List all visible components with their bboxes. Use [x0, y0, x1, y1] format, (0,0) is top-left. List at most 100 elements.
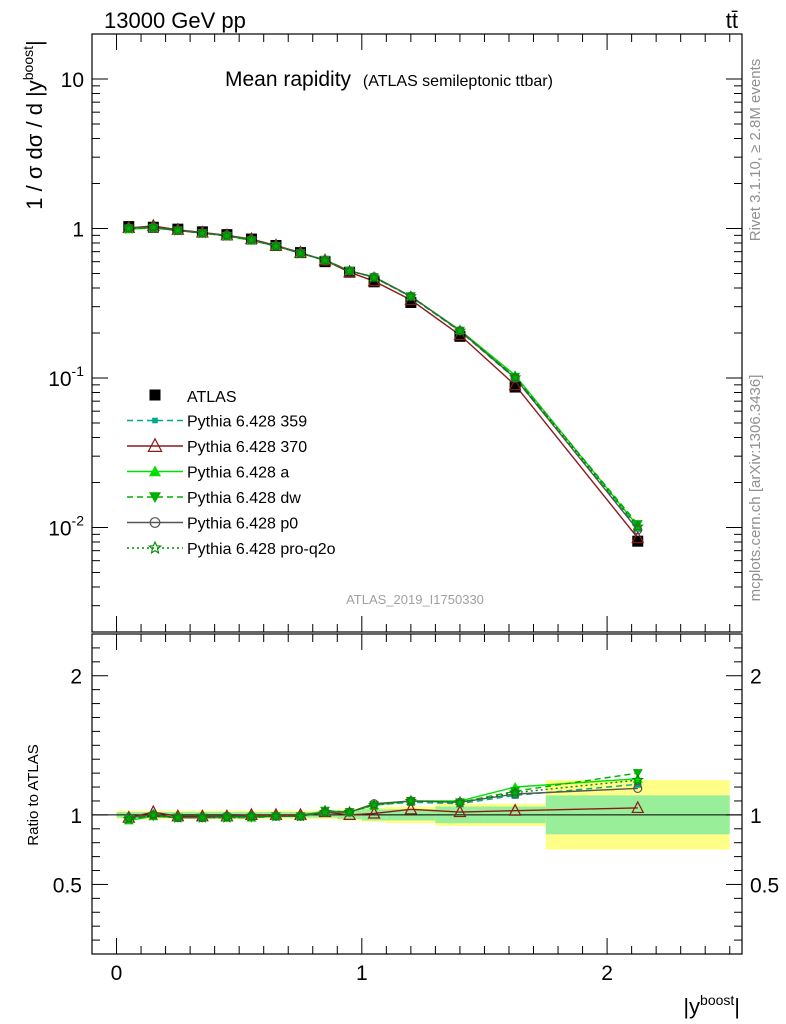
- ratio-y-tick-label: 2: [70, 666, 82, 689]
- marker-triangle-open: [508, 377, 522, 391]
- main-line-pythia-6-428-359: [128, 227, 639, 529]
- marker-triangle-down: [632, 769, 643, 779]
- y-tick-label: 10-1: [48, 363, 84, 391]
- ratio-y-tick-label: 0.5: [53, 874, 82, 897]
- legend-label: Pythia 6.428 359: [187, 414, 307, 431]
- marker-star-open: [509, 370, 522, 383]
- legend-label: Pythia 6.428 dw: [187, 490, 301, 507]
- marker-star-open: [509, 786, 522, 798]
- marker-star-open: [147, 540, 163, 555]
- marker-triangle-down: [320, 255, 331, 265]
- marker-data: [405, 296, 417, 308]
- marker-star-open: [453, 795, 467, 808]
- marker-triangle-open: [631, 800, 645, 814]
- main-line-pythia-6-428-p0: [128, 226, 639, 531]
- marker-star-open: [404, 289, 417, 302]
- marker-star-open: [269, 809, 283, 822]
- legend-label: Pythia 6.428 p0: [187, 516, 298, 533]
- marker-star-open: [269, 239, 283, 252]
- ratio-y-axis-label: Ratio to ATLAS: [25, 744, 42, 845]
- marker-triangle-open: [147, 437, 163, 452]
- marker-star-open: [147, 220, 160, 233]
- marker-star-open: [367, 270, 381, 283]
- marker-star-open: [220, 229, 234, 242]
- marker-square: [152, 417, 158, 424]
- marker-star-open: [367, 798, 381, 811]
- ratio-y-tick-label: 1: [70, 805, 82, 828]
- marker-star-open: [196, 811, 209, 823]
- main-line-pythia-6-428-pro-q2o: [128, 226, 639, 528]
- marker-star-open: [245, 233, 258, 245]
- marker-triangle-open: [508, 803, 522, 816]
- marker-circle-open: [510, 789, 520, 799]
- legend-label: Pythia 6.428 a: [187, 465, 289, 482]
- y-tick-label: 1: [72, 219, 84, 242]
- marker-triangle: [149, 465, 161, 477]
- marker-triangle-open: [631, 530, 645, 544]
- x-tick-label: 1: [356, 962, 368, 985]
- marker-data: [149, 389, 161, 401]
- marker-star-open: [318, 253, 332, 266]
- marker-star-open: [453, 324, 467, 336]
- legend-label: Pythia 6.428 pro-q2o: [187, 541, 336, 558]
- main-series: [122, 218, 645, 547]
- x-axis-label: |yboost|: [683, 992, 740, 1019]
- marker-triangle-down: [149, 492, 161, 503]
- ratio-series: [122, 769, 645, 825]
- legend: ATLAS Pythia 6.428 359 Pythia 6.428 370 Pyt…: [127, 389, 336, 558]
- marker-star-open: [294, 809, 307, 822]
- marker-star-open: [171, 811, 184, 823]
- ratio-line-pythia-6-428-pro-q2o: [128, 779, 638, 820]
- marker-triangle-open: [367, 806, 381, 819]
- marker-triangle-down: [510, 787, 521, 797]
- legend-label: ATLAS: [187, 389, 237, 406]
- marker-circle-open: [149, 517, 161, 528]
- marker-star-open: [220, 811, 234, 823]
- marker-star-open: [171, 224, 184, 236]
- y-axis-label: 1 / σ dσ / d |yboost|: [20, 40, 47, 209]
- marker-star-open: [318, 805, 332, 818]
- marker-star-open: [122, 222, 135, 234]
- ratio-y-tick-label-right: 2: [750, 666, 762, 689]
- y-tick-label-exp: -1: [72, 363, 85, 379]
- y-tick-label: 10: [61, 69, 84, 92]
- marker-data: [454, 330, 466, 342]
- ratio-y-tick-label-right: 1: [750, 805, 762, 828]
- rivet-label: Rivet 3.1.10, ≥ 2.8M events: [747, 59, 764, 242]
- marker-star-open: [404, 794, 417, 807]
- marker-triangle-open: [404, 802, 418, 815]
- chart-title: Mean rapidity (ATLAS semileptonic ttbar): [225, 68, 553, 91]
- y-tick-label-exp: -2: [72, 513, 85, 529]
- chart-title-main: Mean rapidity: [225, 68, 352, 91]
- marker-triangle-down: [246, 236, 257, 246]
- marker-circle-open: [633, 525, 643, 535]
- marker-data: [509, 381, 521, 393]
- marker-star-open: [196, 226, 209, 239]
- marker-circle-open: [633, 783, 643, 794]
- process-label: tt̄: [726, 8, 738, 33]
- marker-triangle-down: [632, 520, 643, 530]
- marker-star-open: [122, 812, 135, 825]
- mcplots-label: mcplots.cern.ch [arXiv:1306.3436]: [747, 375, 764, 602]
- energy-label: 13000 GeV pp: [104, 8, 246, 33]
- chart-subtitle: (ATLAS semileptonic ttbar): [363, 73, 553, 90]
- y-tick-label-base: 10: [48, 368, 71, 391]
- marker-star-open: [631, 520, 644, 532]
- marker-triangle-down: [148, 223, 159, 233]
- marker-star-open: [631, 773, 644, 786]
- analysis-id: ATLAS_2019_I1750330: [346, 592, 484, 607]
- marker-star-open: [343, 264, 356, 277]
- marker-data: [632, 535, 644, 547]
- marker-circle-open: [510, 373, 520, 383]
- marker-star-open: [147, 808, 160, 821]
- y-tick-label-base: 10: [48, 518, 71, 541]
- legend-label: Pythia 6.428 370: [187, 439, 307, 456]
- marker-star-open: [343, 805, 356, 818]
- y-tick-label: 10-2: [48, 513, 84, 541]
- x-tick-label: 2: [601, 962, 613, 985]
- marker-star-open: [245, 809, 258, 822]
- marker-triangle-open: [453, 804, 467, 818]
- marker-star-open: [294, 246, 307, 259]
